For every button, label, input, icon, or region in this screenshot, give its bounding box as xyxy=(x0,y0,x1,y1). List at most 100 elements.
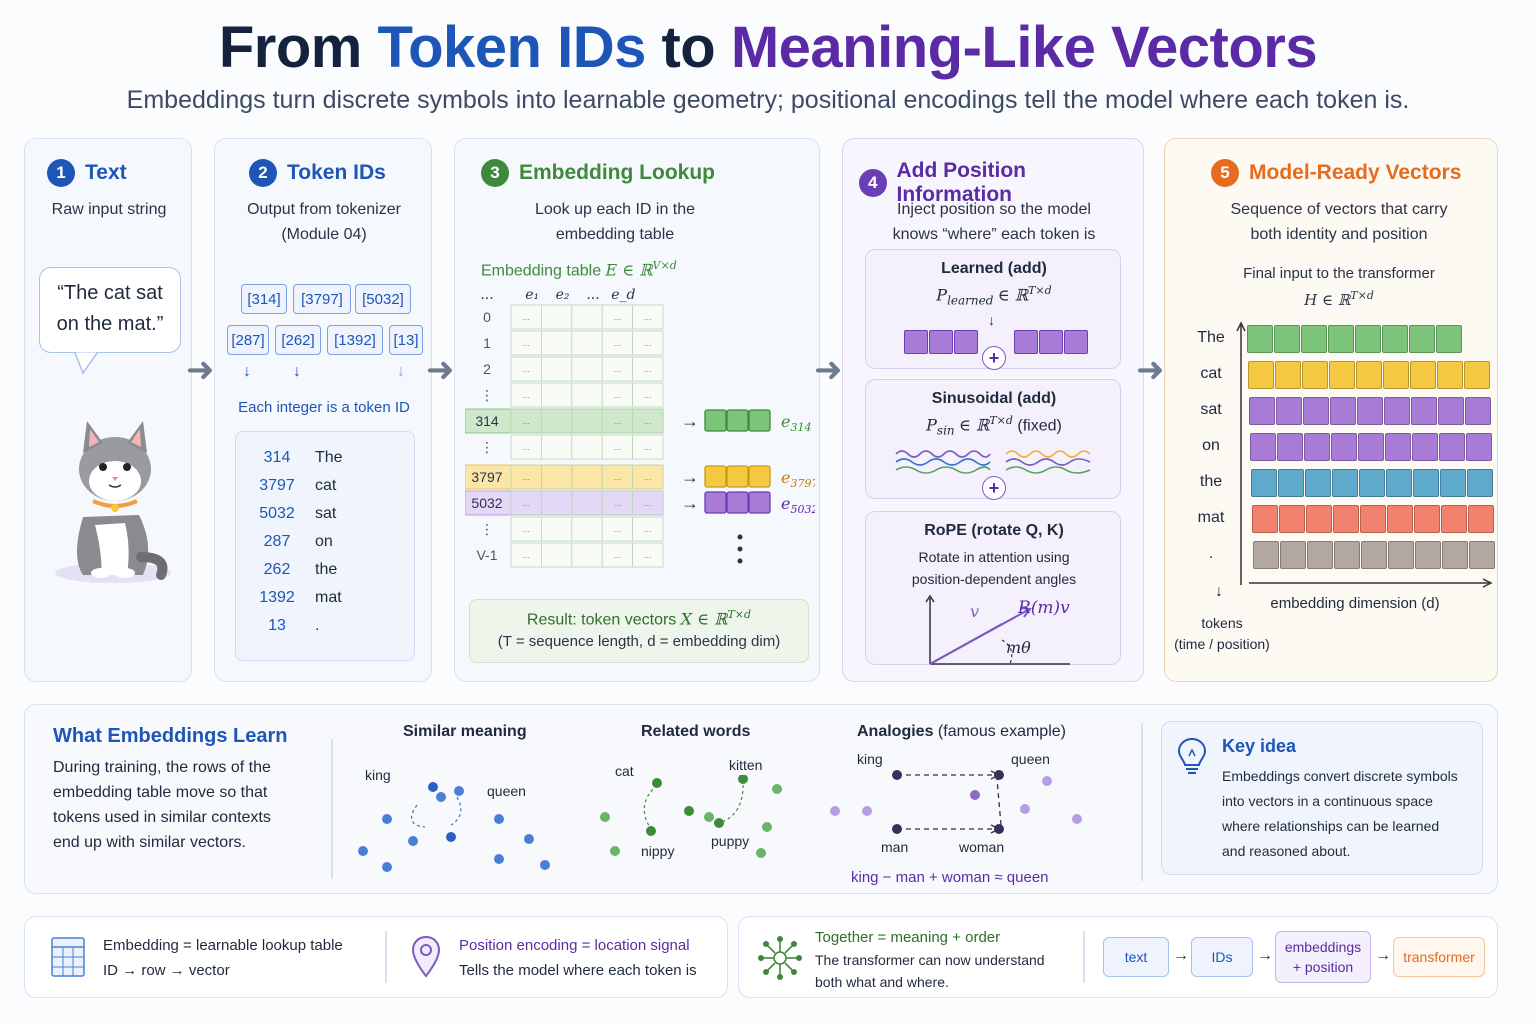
step5-header: 5 Model-Ready Vectors xyxy=(1211,159,1461,187)
position-vector-cell xyxy=(1014,330,1038,354)
embedding-dim-axis-label: embedding dimension (d) xyxy=(1270,595,1440,612)
token-text-value: The xyxy=(315,449,343,466)
rope-rv-label: R(m)v xyxy=(1018,598,1070,618)
table-cell xyxy=(632,304,664,330)
step-number-badge: 2 xyxy=(249,159,277,187)
token-id-chip: [3797] xyxy=(293,284,351,314)
analogy-diagram xyxy=(830,770,1082,834)
table-cell-dots: ... xyxy=(614,312,622,322)
embedding-vector-label: e314 xyxy=(781,412,811,434)
id-token-row: 314 The xyxy=(235,449,415,473)
final-vector-cell xyxy=(1385,433,1411,461)
sin-math-p: P xyxy=(926,415,937,435)
token-id-chip: [262] xyxy=(275,325,321,355)
table-cell-dots: ... xyxy=(522,390,530,400)
analogy-king-label: king xyxy=(857,751,883,767)
learned-card: Learned (add) Plearned ∈ ℝT×d ↓ + xyxy=(865,249,1121,370)
learn-body-line: end up with similar vectors. xyxy=(53,834,246,851)
sinusoid-waves-icon xyxy=(895,450,1091,474)
id-token-row: 1392 mat xyxy=(235,589,415,613)
final-vector-cell xyxy=(1415,541,1441,569)
table-column-head: e_d xyxy=(611,287,635,303)
final-vector-cell xyxy=(1307,541,1333,569)
rope-v-label: v xyxy=(970,602,980,621)
step5-desc-line-1: Sequence of vectors that carry xyxy=(1230,201,1448,218)
lookup-arrow: → xyxy=(681,411,699,431)
together-summary-line-3: both what and where. xyxy=(815,974,949,990)
table-cell xyxy=(601,382,633,408)
final-vector-cell xyxy=(1468,505,1494,533)
result-line-2: (T = sequence length, d = embedding dim) xyxy=(497,633,781,651)
divider xyxy=(385,931,387,983)
sin-math-tail: ∈ ℝ xyxy=(959,415,990,435)
step2-desc: Output from tokenizer (Module 04) xyxy=(215,197,433,247)
final-vector-cell xyxy=(1302,361,1328,389)
learn-body: During training, the rows of the embeddi… xyxy=(53,755,271,855)
flow-arrow: → xyxy=(1173,947,1189,964)
table-cell xyxy=(632,356,664,382)
position-vector-cell xyxy=(1064,330,1088,354)
table-cell xyxy=(601,356,633,382)
table-cell-dots: ... xyxy=(522,364,530,374)
token-id-chip: [314] xyxy=(241,284,287,314)
quote-line-1: “The cat sat xyxy=(57,282,163,304)
key-idea-card: Key idea Embeddings convert discrete sym… xyxy=(1161,721,1483,875)
position-summary-line-1: Position encoding = location signal xyxy=(459,937,690,954)
flow-arrow-3: ➜ xyxy=(814,351,843,389)
final-vector-cell xyxy=(1359,469,1385,497)
final-vector-cell xyxy=(1329,361,1355,389)
step2-desc-line-2: (Module 04) xyxy=(281,226,367,243)
final-vector-cell xyxy=(1438,397,1464,425)
token-id-chip: [287] xyxy=(227,325,269,355)
table-row-highlight xyxy=(465,408,664,434)
final-vector-cell xyxy=(1440,469,1466,497)
step3-desc: Look up each ID in the embedding table xyxy=(455,197,775,247)
embedding-vector-cell xyxy=(748,409,771,432)
token-text-value: . xyxy=(315,617,320,634)
final-vector-cell xyxy=(1277,433,1303,461)
final-input-text: Final input to the transformer xyxy=(1243,265,1435,282)
final-vector-cell xyxy=(1331,433,1357,461)
together-summary: Together = meaning + order The transform… xyxy=(815,927,1045,993)
token-row-label: sat xyxy=(1200,401,1222,418)
result-box: Result: token vectors X ∈ ℝT×d (T = sequ… xyxy=(469,599,809,663)
similar-scatter xyxy=(358,782,550,872)
table-cell-dots: ... xyxy=(522,550,530,560)
table-cell-dots: ... xyxy=(522,472,530,482)
key-idea-line: where relationships can be learned xyxy=(1222,818,1440,834)
final-vector-cell xyxy=(1247,325,1273,353)
table-cell-dots: ... xyxy=(644,524,652,534)
flow-pill-embeddings: embeddings + position xyxy=(1275,931,1371,983)
table-cell xyxy=(571,330,603,356)
table-cell-dots: ... xyxy=(644,312,652,322)
analogy-queen-label: queen xyxy=(1011,751,1050,767)
related-kitten-label: kitten xyxy=(729,757,763,773)
token-id-chip: [1392] xyxy=(327,325,383,355)
learn-body-line: tokens used in similar contexts xyxy=(53,809,271,826)
table-row-label: 3797 xyxy=(471,469,502,485)
token-row-label: the xyxy=(1199,473,1223,490)
token-id-value: 1392 xyxy=(259,589,295,606)
flow-pill-transformer: transformer xyxy=(1393,937,1485,977)
result-sup: T×d xyxy=(727,608,752,621)
step-number-badge: 1 xyxy=(47,159,75,187)
final-vector-cell xyxy=(1301,325,1327,353)
step5-desc-line-2: both identity and position xyxy=(1250,226,1428,243)
learned-math-p: P xyxy=(936,285,948,305)
step4-title: Add Position Information xyxy=(896,159,1027,206)
flow-pill-ids: IDs xyxy=(1191,937,1253,977)
step1-desc: Raw input string xyxy=(51,201,167,218)
sin-fixed-note: (fixed) xyxy=(1017,417,1062,435)
table-cell xyxy=(541,330,573,356)
learn-body-line: During training, the rows of the xyxy=(53,759,271,776)
final-vector-cell xyxy=(1464,361,1490,389)
table-cell-dots: ... xyxy=(644,416,652,426)
token-text-value: mat xyxy=(315,589,342,606)
table-cell-dots: ... xyxy=(644,338,652,348)
table-cell-dots: ... xyxy=(522,524,530,534)
sin-math-sub: sin xyxy=(936,423,955,438)
lightbulb-icon xyxy=(1177,737,1207,774)
embedding-vector-label: e5032 xyxy=(781,494,815,516)
final-vector-cell xyxy=(1436,325,1462,353)
